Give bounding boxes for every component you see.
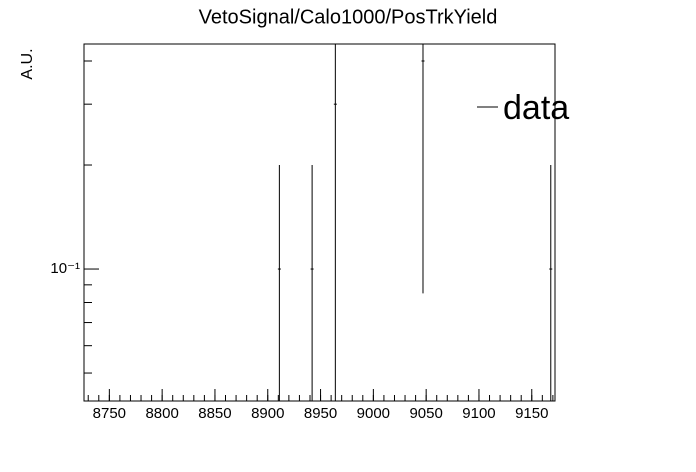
- plot-area: [277, 44, 553, 401]
- x-tick-label: 8900: [251, 405, 284, 422]
- legend-label: data: [503, 89, 569, 127]
- y-tick-label: 10⁻¹: [50, 260, 80, 277]
- x-tick-label: 9100: [462, 405, 495, 422]
- x-tick-label: 9000: [357, 405, 390, 422]
- x-tick-label: 9050: [409, 405, 442, 422]
- plot-frame: [83, 43, 556, 402]
- x-tick-label: 8950: [304, 405, 337, 422]
- x-tick-label: 8750: [93, 405, 126, 422]
- chart-title: VetoSignal/Calo1000/PosTrkYield: [199, 6, 498, 28]
- x-tick-label: 8800: [145, 405, 178, 422]
- x-tick-label: 8850: [198, 405, 231, 422]
- x-tick-label: 9150: [515, 405, 548, 422]
- y-axis-label: A.U.: [19, 48, 36, 79]
